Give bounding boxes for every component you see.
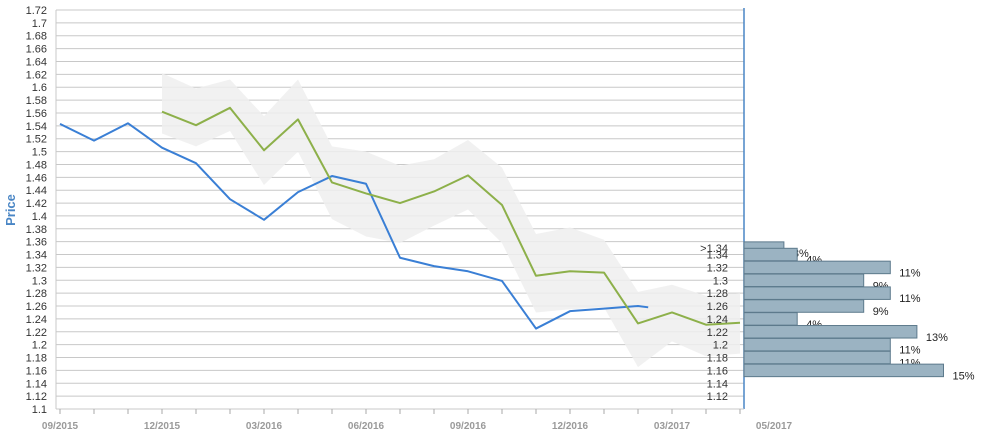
y-tick-label: 1.54 bbox=[26, 121, 47, 133]
distribution-bin-label: 1.14 bbox=[707, 378, 728, 390]
y-tick-label: 1.44 bbox=[26, 185, 47, 197]
y-tick-label: 1.58 bbox=[26, 95, 47, 107]
distribution-percent: 15% bbox=[953, 370, 975, 382]
y-tick-label: 1.46 bbox=[26, 172, 47, 184]
y-tick-label: 1.64 bbox=[26, 56, 47, 68]
distribution-bin-label: 1.34 bbox=[707, 250, 728, 262]
y-tick-label: 1.16 bbox=[26, 365, 47, 377]
x-tick-label: 12/2015 bbox=[144, 421, 181, 432]
distribution-bin-label: 1.2 bbox=[713, 340, 728, 352]
y-tick-label: 1.12 bbox=[26, 391, 47, 403]
distribution-bin-label: 1.24 bbox=[707, 314, 728, 326]
distribution-bar bbox=[743, 337, 891, 352]
distribution-percent: 11% bbox=[899, 293, 920, 305]
y-tick-label: 1.66 bbox=[26, 44, 47, 56]
y-tick-label: 1.4 bbox=[32, 211, 47, 223]
distribution-bin-label: 1.3 bbox=[713, 275, 728, 287]
distribution-bar bbox=[743, 260, 891, 275]
price-distribution: >1.34 3%1.34 4%1.32 11%1.3 9%1.28 11%1.26 9%1.… bbox=[700, 241, 975, 403]
y-tick-label: 1.56 bbox=[26, 108, 47, 120]
distribution-percent: 11% bbox=[899, 345, 920, 357]
distribution-bin-label: 1.28 bbox=[707, 288, 728, 300]
distribution-bar bbox=[743, 286, 891, 300]
x-tick-label: 06/2016 bbox=[348, 421, 385, 432]
y-tick-label: 1.72 bbox=[26, 5, 47, 17]
y-tick-label: 1.24 bbox=[26, 314, 47, 326]
y-tick-label: 1.68 bbox=[26, 31, 47, 43]
y-tick-label: 1.34 bbox=[26, 250, 47, 262]
y-tick-label: 1.22 bbox=[26, 327, 47, 339]
y-tick-label: 1.2 bbox=[32, 340, 47, 352]
y-tick-label: 1.48 bbox=[26, 159, 47, 171]
distribution-bin-label: 1.12 bbox=[707, 391, 728, 403]
x-tick-label: 09/2015 bbox=[42, 421, 79, 432]
distribution-bar bbox=[743, 273, 865, 288]
y-tick-label: 1.42 bbox=[26, 198, 47, 210]
distribution-bin-label: 1.22 bbox=[707, 327, 728, 339]
distribution-bar bbox=[743, 299, 865, 313]
distribution-bar bbox=[743, 325, 918, 339]
series-lines bbox=[59, 106, 741, 330]
actual-line bbox=[59, 122, 649, 330]
forecast-line bbox=[161, 106, 741, 326]
distribution-bar bbox=[743, 363, 944, 378]
distribution-bin-label: 1.16 bbox=[707, 365, 728, 377]
distribution-bin-label: >1.34 bbox=[700, 243, 728, 255]
distribution-bar bbox=[743, 312, 798, 326]
x-tick-label: 09/2016 bbox=[450, 421, 487, 432]
y-tick-label: 1.3 bbox=[32, 275, 47, 287]
y-tick-label: 1.7 bbox=[32, 18, 47, 30]
y-tick-label: 1.38 bbox=[26, 224, 47, 236]
y-tick-label: 1.36 bbox=[26, 237, 47, 249]
distribution-bar bbox=[743, 350, 891, 365]
y-tick-label: 1.62 bbox=[26, 69, 47, 81]
distribution-bin-label: 1.18 bbox=[707, 353, 728, 365]
y-axis-label: Price bbox=[3, 194, 18, 226]
confidence-band bbox=[162, 73, 740, 368]
y-tick-label: 1.1 bbox=[32, 404, 47, 416]
distribution-bin-label: 1.32 bbox=[707, 262, 728, 274]
y-tick-label: 1.18 bbox=[26, 353, 47, 365]
y-tick-label: 1.6 bbox=[32, 82, 47, 94]
distribution-percent: 11% bbox=[899, 267, 920, 279]
y-tick-label: 1.32 bbox=[26, 262, 47, 274]
distribution-percent: 13% bbox=[926, 332, 948, 344]
y-tick-label: 1.5 bbox=[32, 147, 47, 159]
y-tick-label: 1.26 bbox=[26, 301, 47, 313]
y-tick-label: 1.28 bbox=[26, 288, 47, 300]
y-axis-ticks: 1.721.71.681.661.641.621.61.581.561.541.… bbox=[26, 5, 47, 416]
distribution-percent: 9% bbox=[873, 306, 889, 318]
x-tick-label: 05/2017 bbox=[756, 421, 793, 432]
forecast-band bbox=[162, 73, 740, 368]
x-tick-label: 12/2016 bbox=[552, 421, 589, 432]
y-tick-label: 1.14 bbox=[26, 378, 47, 390]
x-axis-ticks: 09/2015 12/2015 03/2016 06/2016 09/2016 12/20… bbox=[42, 421, 793, 432]
y-tick-label: 1.52 bbox=[26, 134, 47, 146]
x-tick-label: 03/2016 bbox=[246, 421, 283, 432]
distribution-bin-label: 1.26 bbox=[707, 301, 728, 313]
x-tick-label: 03/2017 bbox=[654, 421, 691, 432]
distribution-bar bbox=[743, 247, 798, 262]
